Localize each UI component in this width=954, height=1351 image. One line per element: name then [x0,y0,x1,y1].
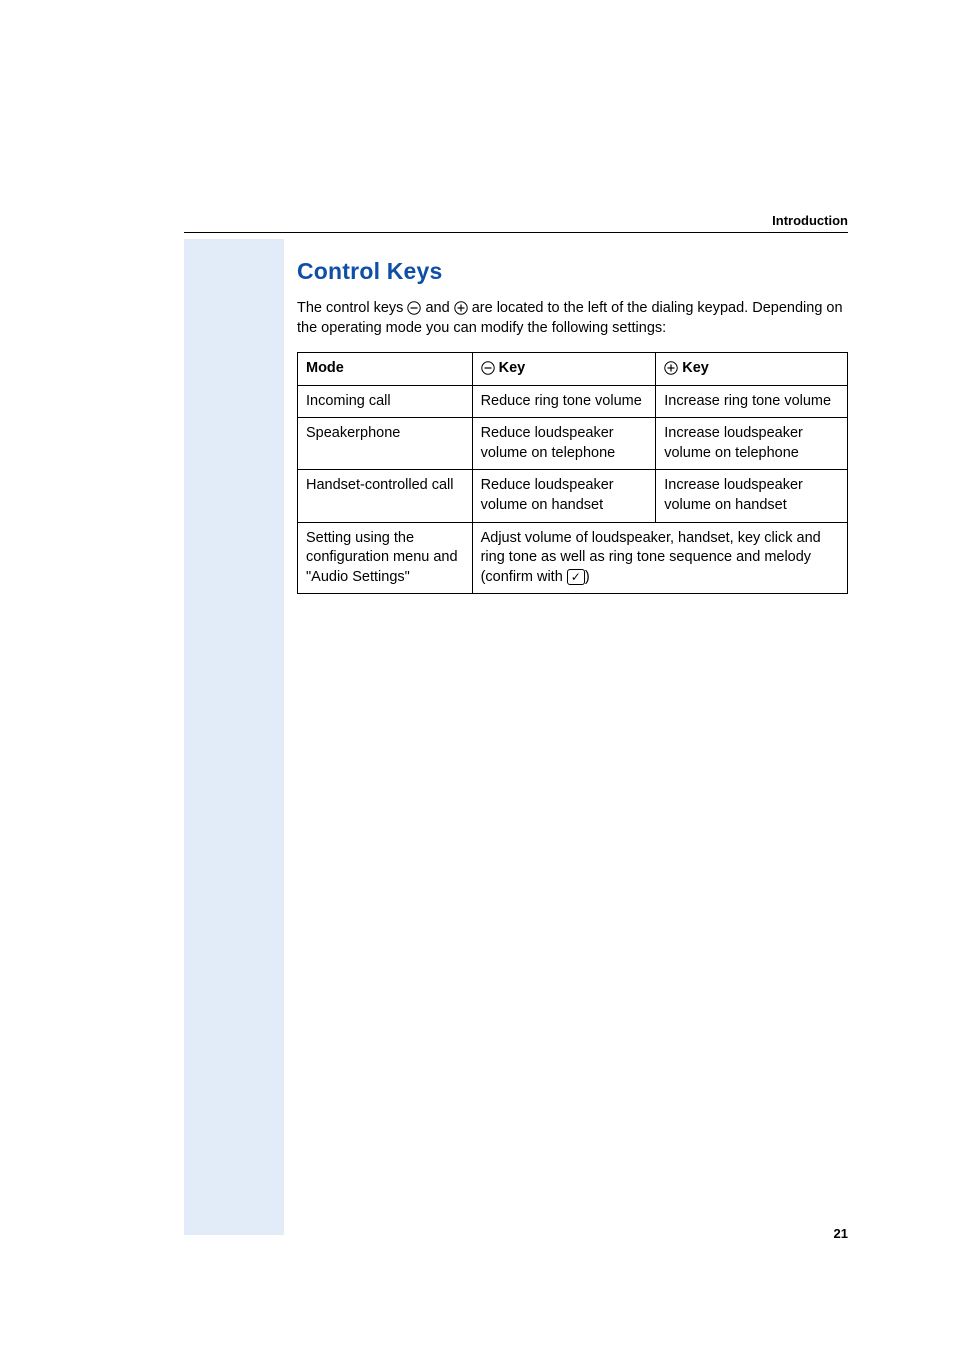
cell-minus: Reduce loudspeaker volume on handset [472,470,656,522]
section-label: Introduction [772,213,848,228]
combined-post: ) [585,569,590,585]
th-mode: Mode [298,353,473,386]
table-header-row: Mode Key Key [298,353,848,386]
page-number: 21 [834,1226,848,1241]
minus-key-icon [481,361,495,375]
control-keys-table: Mode Key Key Incoming call Reduce ring t… [297,352,848,594]
cell-mode: Setting using the configuration menu and… [298,522,473,594]
table-row: Handset-controlled call Reduce loudspeak… [298,470,848,522]
combined-pre: Adjust volume of loudspeaker, handset, k… [481,530,821,585]
th-minus: Key [472,353,656,386]
th-plus: Key [656,353,848,386]
th-minus-label: Key [495,360,526,376]
left-sidebar-band [184,239,284,1235]
minus-key-icon [407,301,421,315]
cell-mode: Speakerphone [298,418,473,470]
cell-mode: Handset-controlled call [298,470,473,522]
th-plus-label: Key [678,360,709,376]
plus-key-icon [454,301,468,315]
cell-mode: Incoming call [298,385,473,418]
intro-text-pre: The control keys [297,300,407,316]
table-row-last: Setting using the configuration menu and… [298,522,848,594]
cell-minus: Reduce ring tone volume [472,385,656,418]
check-key-icon: ✓ [567,569,585,585]
intro-text-mid: and [425,300,453,316]
cell-plus: Increase loudspeaker volume on handset [656,470,848,522]
intro-paragraph: The control keys and are located to the … [297,299,848,338]
table-row: Incoming call Reduce ring tone volume In… [298,385,848,418]
cell-plus: Increase ring tone volume [656,385,848,418]
cell-plus: Increase loudspeaker volume on telephone [656,418,848,470]
content-area: Control Keys The control keys and are lo… [297,258,848,594]
cell-combined: Adjust volume of loudspeaker, handset, k… [472,522,847,594]
table-row: Speakerphone Reduce loudspeaker volume o… [298,418,848,470]
page-title: Control Keys [297,258,848,285]
cell-minus: Reduce loudspeaker volume on telephone [472,418,656,470]
header-rule [184,232,848,233]
plus-key-icon [664,361,678,375]
